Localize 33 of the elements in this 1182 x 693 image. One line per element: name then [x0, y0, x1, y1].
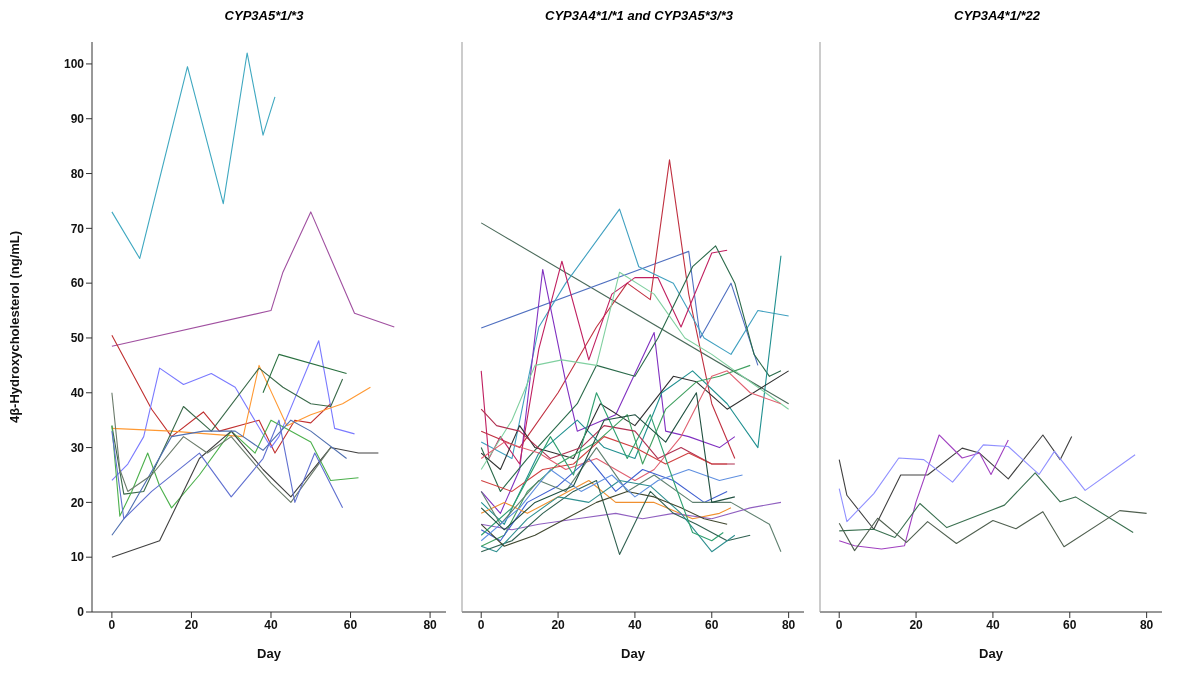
- chart-title: CYP3A5*1/*3: [223, 8, 305, 25]
- x-tick-label: 80: [781, 617, 796, 632]
- y-axis-title: 4β-Hydroxycholesterol (ng/mL): [6, 230, 22, 424]
- x-tick-label: 0: [108, 617, 116, 632]
- x-tick-label: 60: [343, 617, 358, 632]
- y-tick-label: 80: [70, 166, 85, 181]
- y-tick-label: 30: [70, 440, 85, 455]
- x-tick-label: 80: [1139, 617, 1154, 632]
- chart-title: CYP3A4*1/*22: [953, 8, 1041, 25]
- y-tick-label: 10: [70, 550, 85, 565]
- y-tick-label: 70: [70, 221, 85, 236]
- x-axis-title: Day: [257, 646, 282, 661]
- y-tick-label: 90: [70, 111, 85, 126]
- x-tick-label: 40: [628, 617, 642, 632]
- x-tick-label: 20: [909, 617, 924, 632]
- y-tick-label: 0: [77, 605, 85, 620]
- x-tick-label: 40: [264, 617, 278, 632]
- y-tick-label: 50: [70, 331, 85, 346]
- chart-title: CYP3A4*1/*1 and CYP3A5*3/*3: [544, 8, 734, 25]
- y-tick-label: 40: [70, 386, 85, 401]
- x-tick-label: 20: [184, 617, 199, 632]
- x-tick-label: 40: [986, 617, 1000, 632]
- y-tick-label: 20: [70, 495, 85, 510]
- y-tick-label: 60: [70, 276, 85, 291]
- x-axis-title: Day: [979, 646, 1004, 661]
- x-tick-label: 0: [477, 617, 485, 632]
- x-tick-label: 60: [705, 617, 719, 632]
- y-tick-label: 100: [63, 57, 85, 72]
- x-tick-label: 0: [835, 617, 843, 632]
- x-tick-label: 20: [551, 617, 566, 632]
- x-axis-title: Day: [621, 646, 646, 661]
- x-tick-label: 80: [423, 617, 438, 632]
- x-tick-label: 60: [1063, 617, 1077, 632]
